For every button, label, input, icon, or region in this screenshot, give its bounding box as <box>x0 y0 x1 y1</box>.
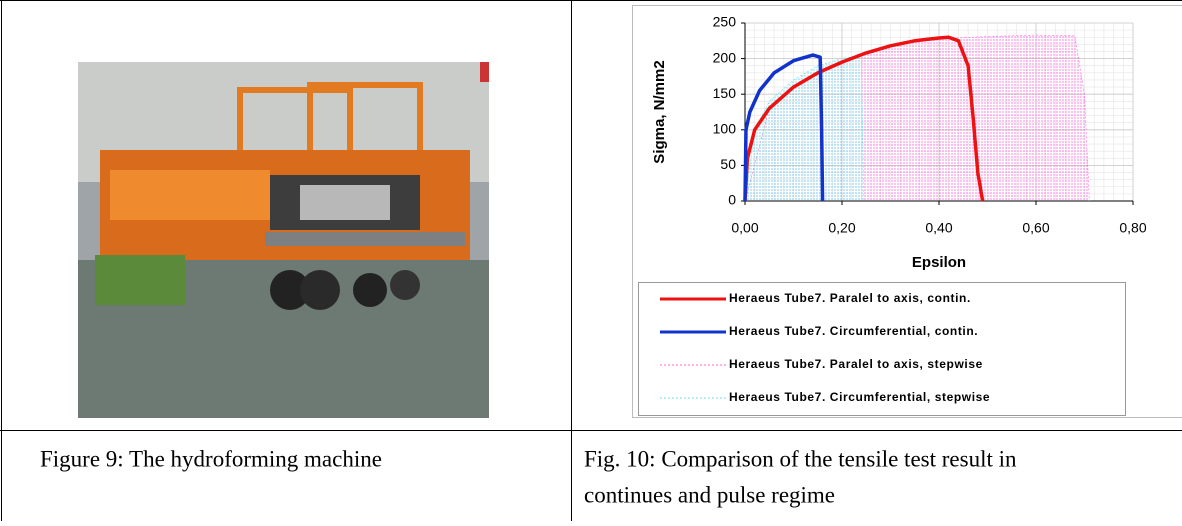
caption: continues and pulse regime <box>584 482 835 507</box>
y-axis-label: Sigma, N/mm2 <box>651 60 668 163</box>
y-tick-label: 0 <box>728 192 736 208</box>
x-tick-label: 0,80 <box>1119 220 1146 236</box>
x-tick-label: 0,20 <box>828 220 855 236</box>
x-axis-label: Epsilon <box>912 254 966 271</box>
y-tick-label: 200 <box>713 49 737 65</box>
x-tick-label: 0,60 <box>1022 220 1049 236</box>
legend-label: Heraeus Tube7. Paralel to axis, stepwise <box>729 357 983 371</box>
photo <box>78 62 489 418</box>
legend-label: Heraeus Tube7. Circumferential, contin. <box>729 324 978 338</box>
y-tick-label: 250 <box>713 14 737 30</box>
x-tick-label: 0,40 <box>925 220 952 236</box>
y-tick-label: 50 <box>720 156 736 172</box>
y-tick-label: 100 <box>713 121 737 137</box>
caption: Fig. 10: Comparison of the tensile test … <box>584 446 1017 471</box>
legend-label: Heraeus Tube7. Circumferential, stepwise <box>729 390 990 404</box>
legend-label: Heraeus Tube7. Paralel to axis, contin. <box>729 291 971 305</box>
page: Figure 9: The hydroforming machine Fig. … <box>0 0 1182 521</box>
y-tick-label: 150 <box>713 85 737 101</box>
caption: Figure 9: The hydroforming machine <box>40 446 382 471</box>
x-tick-label: 0,00 <box>731 220 758 236</box>
